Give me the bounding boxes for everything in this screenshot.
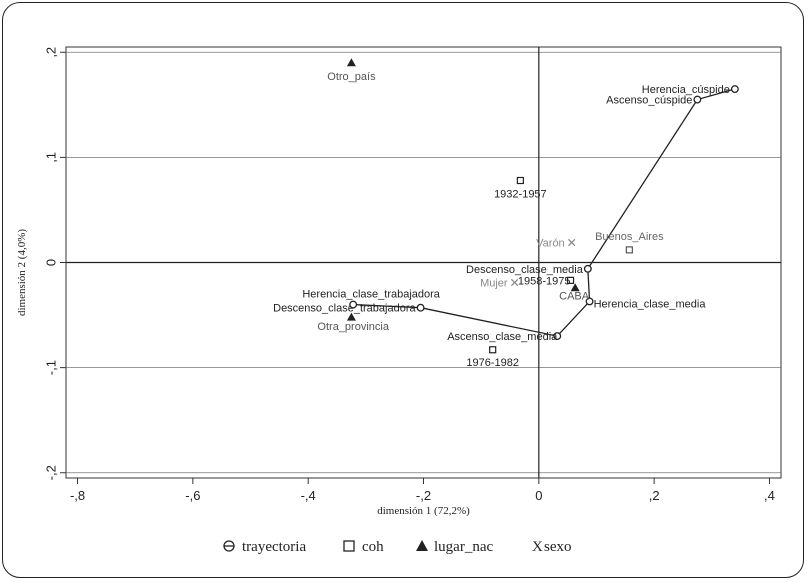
y-tick-label: ,2: [43, 47, 58, 58]
legend-coh-icon: [343, 540, 355, 552]
point-marker: [566, 276, 575, 284]
point-marker: [553, 332, 562, 341]
point-marker: [693, 95, 702, 104]
point-marker: [585, 297, 594, 306]
y-tick-label: -,2: [43, 465, 58, 480]
y-axis-label: dimensión 2 (4,0%): [16, 229, 28, 316]
point-marker: [730, 85, 739, 93]
y-tick-label: ,1: [43, 152, 58, 163]
point-label: Descenso_clase_trabajadora: [273, 303, 416, 315]
point-label: Otra_provincia: [317, 321, 389, 333]
y-tick-label: 0: [43, 259, 58, 266]
x-tick-label: 0: [535, 488, 542, 503]
point-label: Ascenso_cúspide: [606, 95, 692, 107]
point-marker: [346, 312, 356, 321]
legend-label: sexo: [544, 539, 572, 555]
point-marker: [346, 58, 356, 67]
point-label: Herencia_clase_trabajadora: [302, 289, 440, 301]
point-marker: [510, 278, 519, 287]
point-label: 1976-1982: [466, 357, 519, 369]
legend-label: lugar_nac: [434, 539, 493, 555]
point-label: CABA: [559, 291, 590, 303]
legend-label: coh: [362, 539, 384, 555]
x-tick-label: -,6: [185, 488, 200, 503]
legend-sexo-icon: X: [532, 539, 543, 555]
point-label: Buenos_Aires: [595, 231, 664, 243]
point-marker: [516, 176, 524, 185]
point-marker: [625, 246, 633, 254]
y-tick-label: -,1: [43, 360, 58, 375]
point-marker: [570, 283, 580, 292]
point-label: Herencia_cúspide: [642, 84, 730, 96]
point-marker: [489, 346, 497, 354]
point-marker: [583, 264, 592, 273]
point-label: 1958-1975: [518, 275, 571, 287]
point-label: Ascenso_clase_media: [447, 331, 558, 343]
legend-lugar-nac-icon: [416, 540, 428, 551]
x-tick-label: ,4: [764, 488, 775, 503]
point-label: Descenso_clase_media: [466, 264, 584, 276]
point-label: Otro_país: [327, 71, 376, 83]
point-label: Herencia_clase_media: [594, 298, 707, 310]
point-label: 1932-1957: [494, 189, 547, 201]
point-marker: [349, 300, 358, 309]
point-marker: [568, 238, 576, 247]
x-tick-label: -,4: [301, 488, 316, 503]
x-tick-label: -,8: [70, 488, 85, 503]
point-label: Varón: [536, 238, 565, 250]
point-marker: [416, 303, 425, 312]
x-axis-label: dimensión 1 (72,2%): [377, 505, 470, 517]
x-tick-label: -,2: [416, 488, 431, 503]
point-label: Mujer: [480, 277, 508, 289]
legend-label: trayectoria: [242, 539, 306, 555]
x-tick-label: ,2: [649, 488, 660, 503]
